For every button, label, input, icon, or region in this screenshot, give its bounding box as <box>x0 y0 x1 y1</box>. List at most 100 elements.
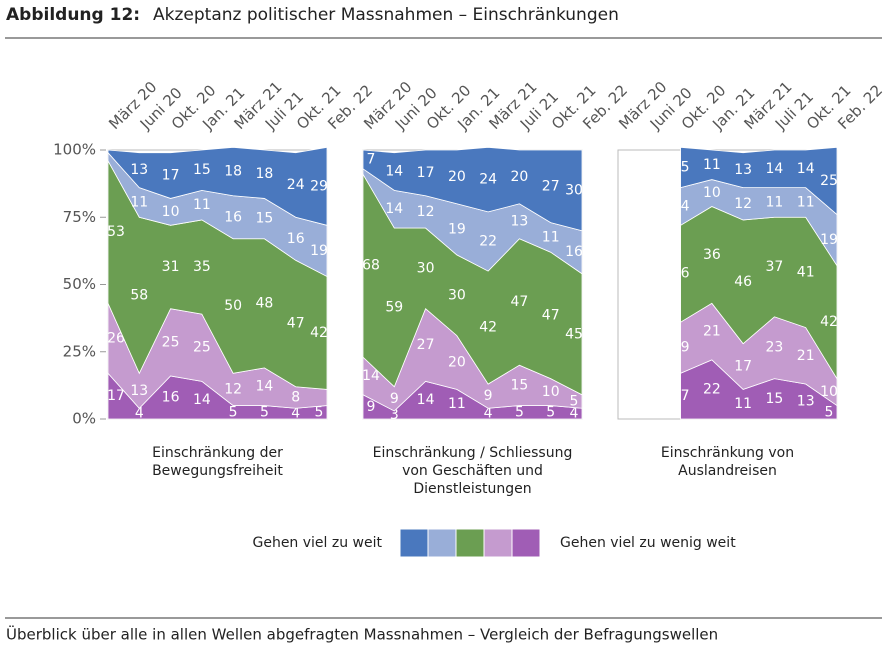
value-label: 30 <box>417 260 435 276</box>
value-label: 5 <box>315 404 324 420</box>
value-label: 16 <box>224 209 242 225</box>
area <box>362 146 583 232</box>
value-label: 14 <box>797 161 815 177</box>
value-label: 41 <box>797 264 815 280</box>
value-label: 11 <box>448 396 466 412</box>
value-label: 17 <box>734 359 752 375</box>
value-label: 15 <box>672 159 690 175</box>
y-tick-label: 75% <box>63 208 96 226</box>
value-label: 11 <box>193 197 211 213</box>
area <box>107 146 328 226</box>
footer: Überblick über alle in allen Wellen abge… <box>6 625 718 644</box>
value-label: 13 <box>130 162 148 178</box>
value-label: 30 <box>565 182 583 198</box>
value-label: 4 <box>484 406 493 422</box>
value-label: 14 <box>385 201 403 217</box>
value-label: 15 <box>193 162 211 178</box>
value-label: 47 <box>542 307 560 323</box>
value-label: 47 <box>511 294 529 310</box>
value-label: 35 <box>193 259 211 275</box>
panel-title: Einschränkung von <box>661 445 794 461</box>
value-label: 10 <box>542 384 560 400</box>
value-label: 12 <box>224 381 242 397</box>
value-label: 59 <box>385 299 403 315</box>
value-label: 5 <box>825 404 834 420</box>
value-label: 9 <box>484 388 493 404</box>
value-label: 5 <box>546 404 555 420</box>
panel-title: Dienstleistungen <box>413 481 531 497</box>
y-tick-label: 50% <box>63 275 96 293</box>
value-label: 46 <box>734 274 752 290</box>
value-label: 29 <box>310 178 328 194</box>
value-label: 4 <box>570 406 579 422</box>
value-label: 19 <box>310 243 328 259</box>
value-label: 22 <box>479 233 497 249</box>
value-label: 14 <box>385 164 403 180</box>
figure-label: Abbildung 12: <box>6 5 140 25</box>
value-label: 10 <box>703 185 721 201</box>
legend-right: Gehen viel zu wenig weit <box>560 535 736 551</box>
value-label: 26 <box>107 330 125 346</box>
value-label: 25 <box>193 340 211 356</box>
value-label: 47 <box>287 316 305 332</box>
value-label: 19 <box>448 221 466 237</box>
value-label: 15 <box>256 211 274 227</box>
value-label: 13 <box>130 383 148 399</box>
value-label: 42 <box>310 325 328 341</box>
value-label: 15 <box>766 391 784 407</box>
value-label: 20 <box>511 169 529 185</box>
value-label: 42 <box>479 320 497 336</box>
value-label: 17 <box>672 388 690 404</box>
value-label: 5 <box>570 394 579 410</box>
value-label: 14 <box>193 392 211 408</box>
legend-swatch <box>427 528 457 558</box>
value-label: 11 <box>703 157 721 173</box>
value-label: 13 <box>797 394 815 410</box>
value-label: 30 <box>448 287 466 303</box>
value-label: 4 <box>291 406 300 422</box>
value-label: 10 <box>162 204 180 220</box>
value-label: 8 <box>291 389 300 405</box>
value-label: 12 <box>417 204 435 220</box>
panel-title: Auslandreisen <box>678 463 777 479</box>
value-label: 14 <box>362 368 380 384</box>
legend-swatch <box>399 528 429 558</box>
value-label: 18 <box>224 164 242 180</box>
value-label: 16 <box>287 231 305 247</box>
value-label: 5 <box>260 404 269 420</box>
value-label: 20 <box>448 355 466 371</box>
value-label: 5 <box>515 404 524 420</box>
value-label: 36 <box>703 247 721 263</box>
legend-swatch <box>455 528 485 558</box>
value-label: 50 <box>224 298 242 314</box>
value-label: 27 <box>542 178 560 194</box>
value-label: 19 <box>820 232 838 248</box>
value-label: 22 <box>703 381 721 397</box>
value-label: 31 <box>162 259 180 275</box>
y-tick-label: 100% <box>53 141 96 159</box>
y-tick-label: 0% <box>72 410 96 428</box>
value-label: 16 <box>565 244 583 260</box>
value-label: 48 <box>256 295 274 311</box>
value-label: 11 <box>734 396 752 412</box>
value-label: 24 <box>479 172 497 188</box>
value-label: 11 <box>797 194 815 210</box>
panel-title: von Geschäften und <box>402 463 543 479</box>
value-label: 11 <box>542 229 560 245</box>
panel-title: Einschränkung / Schliessung <box>373 445 573 461</box>
value-label: 9 <box>390 391 399 407</box>
panel-title: Einschränkung der <box>152 445 283 461</box>
value-label: 23 <box>766 340 784 356</box>
value-label: 9 <box>367 399 376 415</box>
value-label: 3 <box>390 407 399 423</box>
value-label: 45 <box>565 326 583 342</box>
value-label: 21 <box>797 348 815 364</box>
value-label: 24 <box>287 177 305 193</box>
value-label: 12 <box>734 196 752 212</box>
y-tick-label: 25% <box>63 342 96 360</box>
value-label: 27 <box>417 337 435 353</box>
value-label: 11 <box>130 194 148 210</box>
value-label: 5 <box>229 404 238 420</box>
value-label: 7 <box>367 151 376 167</box>
value-label: 42 <box>820 314 838 330</box>
